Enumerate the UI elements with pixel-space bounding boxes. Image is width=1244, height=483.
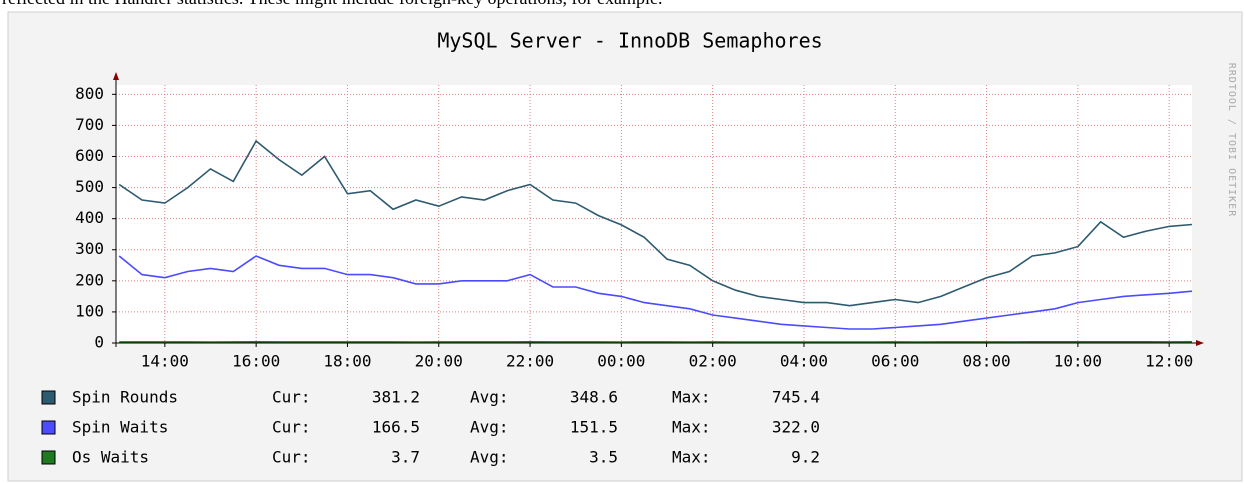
y-tick-label: 100 xyxy=(75,301,104,320)
x-tick-label: 14:00 xyxy=(141,352,189,371)
y-tick-label: 200 xyxy=(75,270,104,289)
stat-name: Cur: xyxy=(272,448,311,467)
stat-value: 3.5 xyxy=(589,448,618,467)
stat-name: Avg: xyxy=(470,418,509,437)
stat-name: Max: xyxy=(672,418,711,437)
watermark: RRDTOOL / TOBI OETIKER xyxy=(1226,63,1237,217)
caption: reflected in the Handler statistics. The… xyxy=(2,0,662,8)
y-axis-arrow xyxy=(113,72,119,80)
legend-swatch xyxy=(41,390,56,405)
y-tick-label: 0 xyxy=(94,333,104,352)
y-tick-label: 400 xyxy=(75,208,104,227)
stat-value: 166.5 xyxy=(372,418,420,437)
stat-name: Avg: xyxy=(470,388,509,407)
series-line xyxy=(118,255,1193,330)
x-tick-label: 16:00 xyxy=(232,352,280,371)
x-axis-arrow xyxy=(1196,340,1204,346)
stat-value: 348.6 xyxy=(570,388,618,407)
legend-swatch xyxy=(41,450,56,465)
y-tick-label: 500 xyxy=(75,177,104,196)
x-tick-label: 10:00 xyxy=(1054,352,1102,371)
y-tick-label: 300 xyxy=(75,239,104,258)
y-tick-label: 800 xyxy=(75,84,104,103)
legend-label: Spin Rounds xyxy=(72,388,178,407)
series-line xyxy=(118,139,1193,307)
x-tick-label: 08:00 xyxy=(962,352,1010,371)
x-tick-label: 18:00 xyxy=(323,352,371,371)
legend-swatch xyxy=(41,420,56,435)
x-tick-label: 02:00 xyxy=(689,352,737,371)
stat-name: Max: xyxy=(672,448,711,467)
x-tick-label: 04:00 xyxy=(780,352,828,371)
stat-value: 322.0 xyxy=(772,418,820,437)
x-tick-label: 12:00 xyxy=(1145,352,1193,371)
y-tick-label: 600 xyxy=(75,146,104,165)
stat-value: 3.7 xyxy=(391,448,420,467)
stat-value: 151.5 xyxy=(570,418,618,437)
x-tick-label: 00:00 xyxy=(597,352,645,371)
x-tick-label: 20:00 xyxy=(415,352,463,371)
y-tick-label: 700 xyxy=(75,115,104,134)
legend-label: Spin Waits xyxy=(72,418,168,437)
x-tick-label: 06:00 xyxy=(871,352,919,371)
stat-name: Avg: xyxy=(470,448,509,467)
x-tick-label: 22:00 xyxy=(506,352,554,371)
stat-value: 745.4 xyxy=(772,388,820,407)
stat-value: 381.2 xyxy=(372,388,420,407)
stat-name: Cur: xyxy=(272,418,311,437)
legend-label: Os Waits xyxy=(72,448,149,467)
chart-title: MySQL Server - InnoDB Semaphores xyxy=(437,29,822,53)
plot-area xyxy=(116,85,1192,343)
stat-name: Cur: xyxy=(272,388,311,407)
stat-name: Max: xyxy=(672,388,711,407)
stat-value: 9.2 xyxy=(791,448,820,467)
